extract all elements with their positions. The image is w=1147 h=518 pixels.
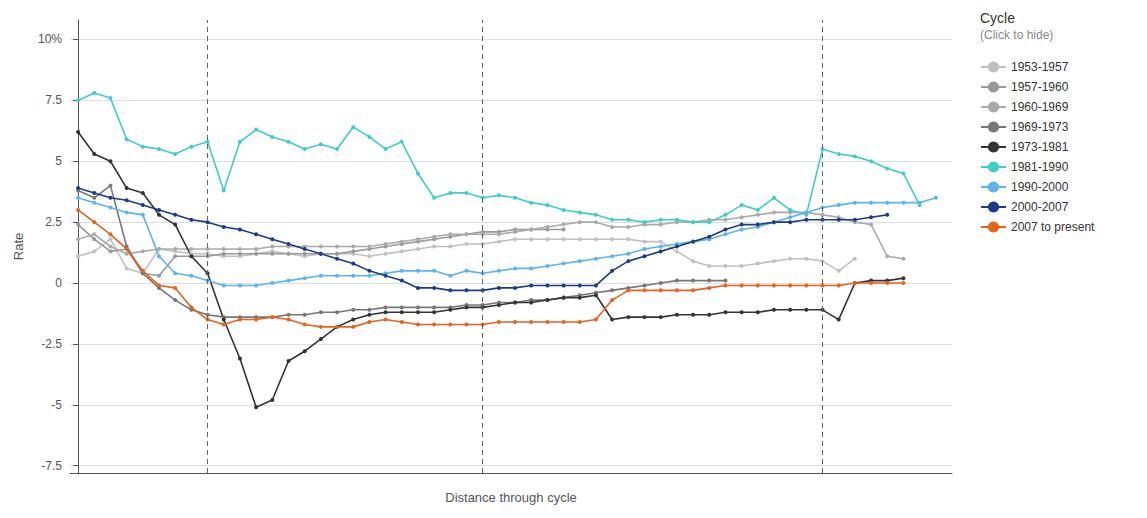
svg-text:1953-1957: 1953-1957 — [1011, 60, 1069, 74]
svg-text:10%: 10% — [38, 32, 62, 46]
svg-text:7.5: 7.5 — [45, 93, 62, 107]
svg-text:2.5: 2.5 — [45, 215, 62, 229]
svg-text:0: 0 — [55, 276, 62, 290]
svg-text:1960-1969: 1960-1969 — [1011, 100, 1069, 114]
svg-text:1990-2000: 1990-2000 — [1011, 180, 1069, 194]
svg-text:Distance through cycle: Distance through cycle — [445, 490, 577, 505]
svg-text:1981-1990: 1981-1990 — [1011, 160, 1069, 174]
svg-text:-7.5: -7.5 — [41, 459, 62, 473]
svg-text:2007 to present: 2007 to present — [1011, 220, 1095, 234]
svg-text:1973-1981: 1973-1981 — [1011, 140, 1069, 154]
svg-text:2000-2007: 2000-2007 — [1011, 200, 1069, 214]
svg-text:-5: -5 — [51, 398, 62, 412]
svg-text:1969-1973: 1969-1973 — [1011, 120, 1069, 134]
svg-text:1957-1960: 1957-1960 — [1011, 80, 1069, 94]
svg-text:Rate: Rate — [11, 233, 26, 260]
svg-text:Cycle: Cycle — [980, 10, 1015, 26]
svg-text:-2.5: -2.5 — [41, 337, 62, 351]
svg-text:(Click to hide): (Click to hide) — [980, 28, 1053, 42]
svg-text:5: 5 — [55, 154, 62, 168]
